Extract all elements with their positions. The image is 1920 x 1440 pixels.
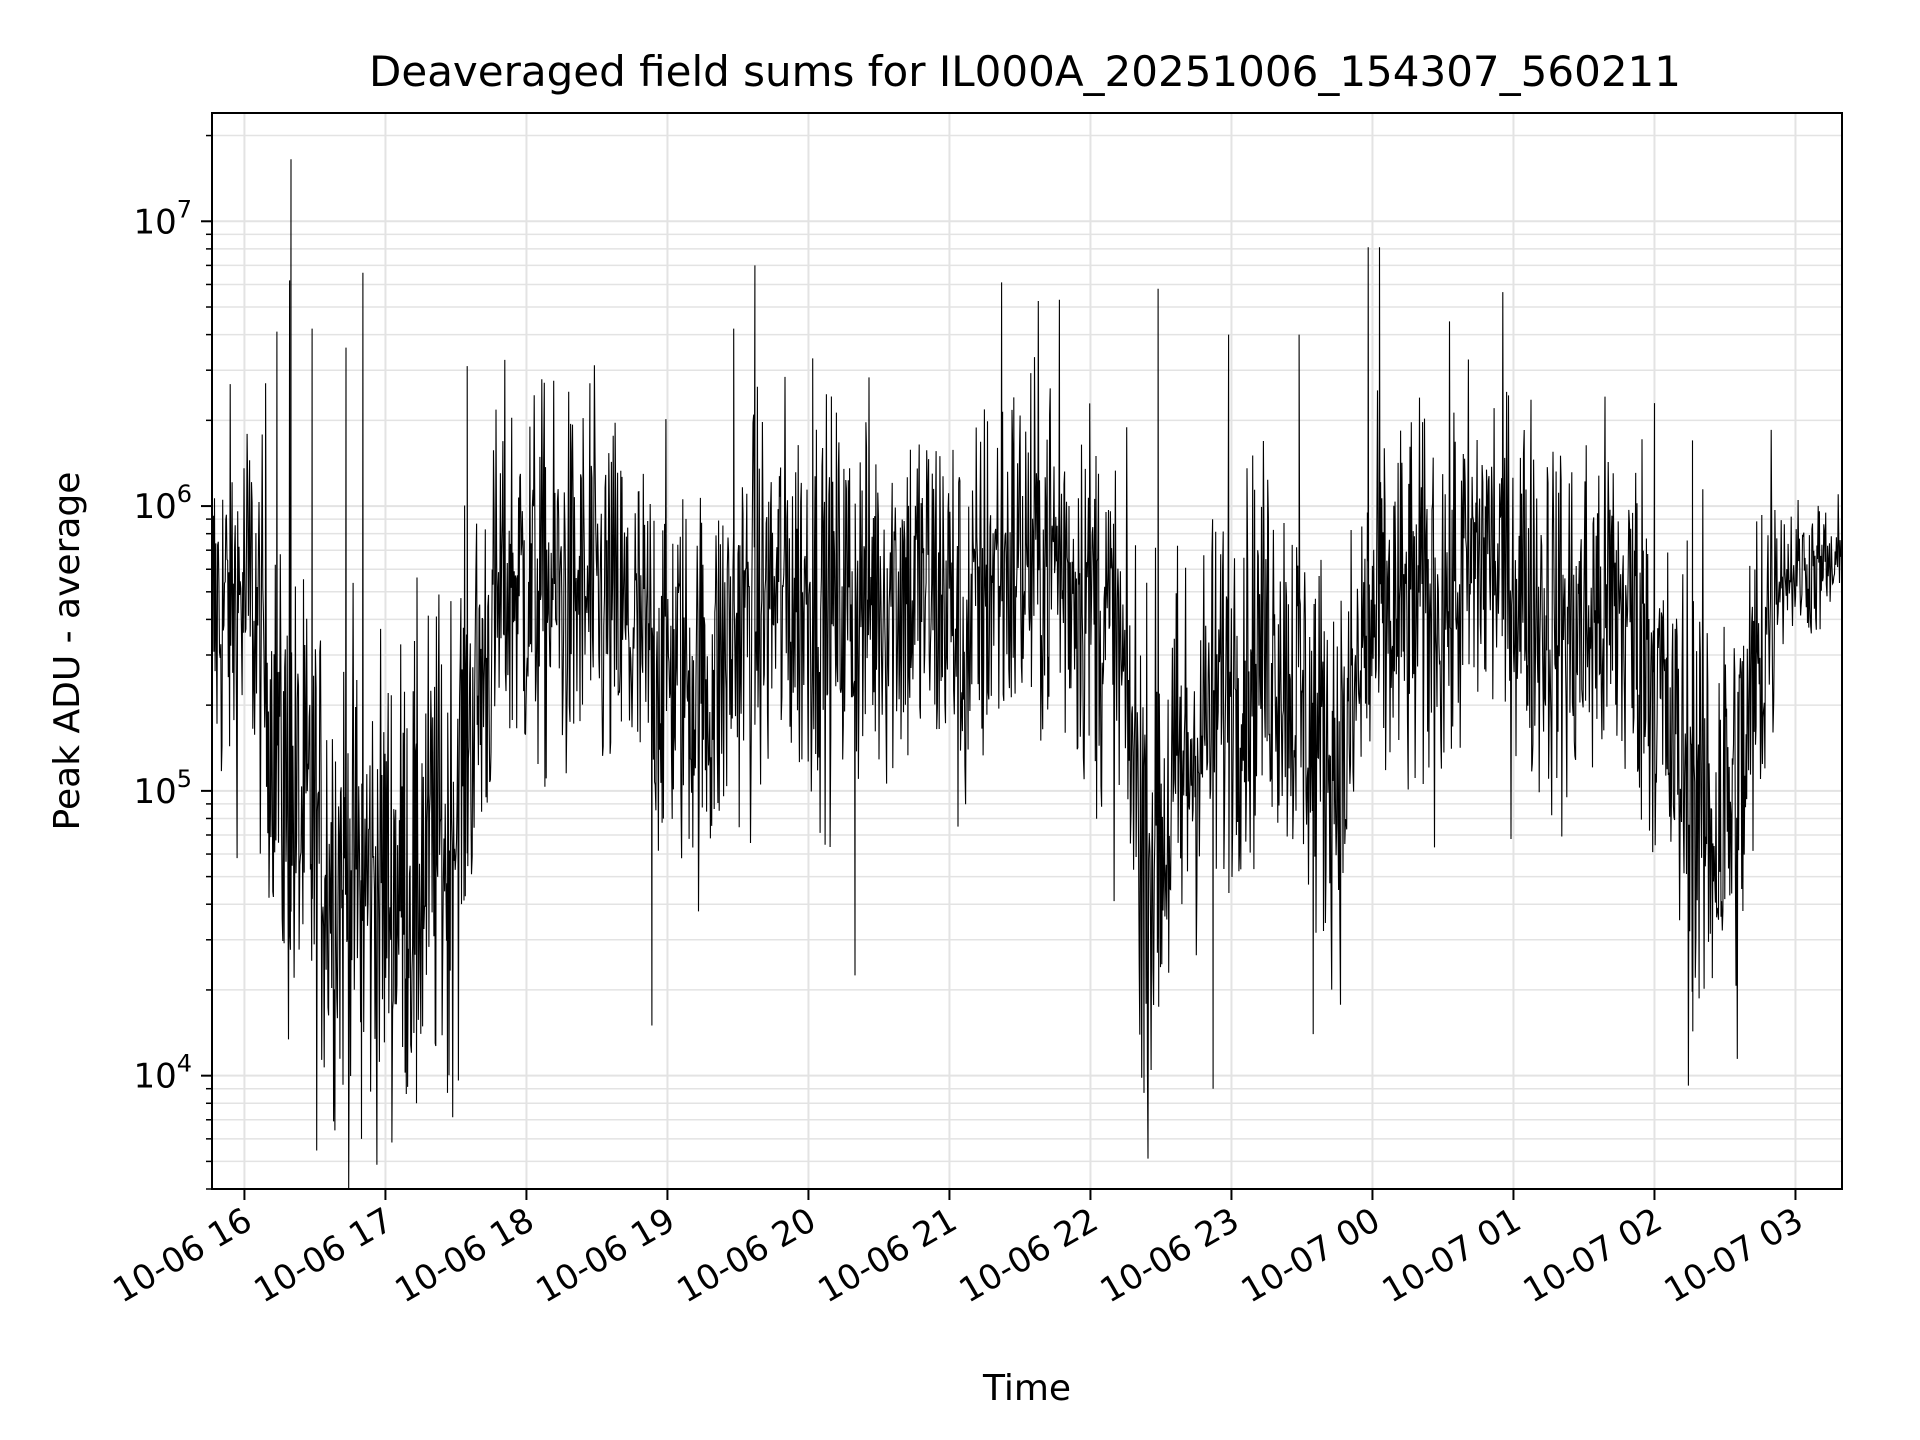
y-axis-label: Peak ADU - average xyxy=(47,472,88,831)
chart-title: Deaveraged field sums for IL000A_2025100… xyxy=(369,47,1681,96)
y-tick-label: 107 xyxy=(133,195,192,242)
y-tick-label: 104 xyxy=(133,1050,192,1097)
x-axis-label: Time xyxy=(982,1368,1071,1409)
y-axis: 104 105 106 107 xyxy=(133,134,212,1190)
y-tick-label: 106 xyxy=(133,480,192,527)
y-tick-label: 105 xyxy=(133,765,192,812)
plot-area xyxy=(211,159,1843,1190)
plot-frame xyxy=(211,112,1843,1190)
series-line xyxy=(211,159,1843,1190)
